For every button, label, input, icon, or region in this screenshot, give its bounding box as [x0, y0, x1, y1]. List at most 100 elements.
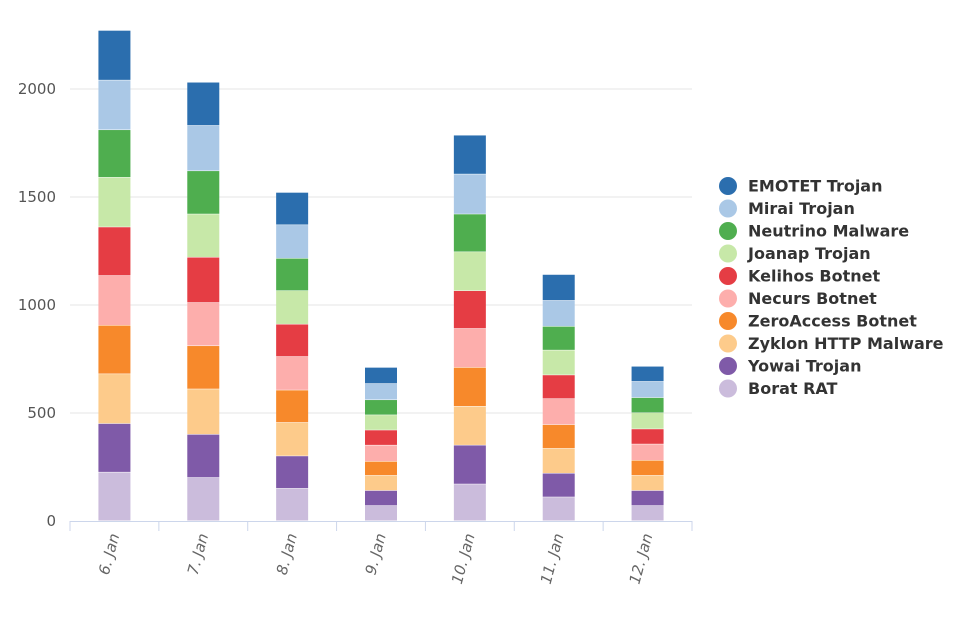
bar-segment[interactable] — [187, 434, 220, 478]
bar-segment[interactable] — [98, 30, 131, 80]
bar-segment[interactable] — [365, 400, 397, 415]
y-tick-label: 0 — [46, 512, 56, 530]
bar-segment[interactable] — [276, 258, 309, 291]
legend-marker — [719, 289, 737, 308]
bar-segment[interactable] — [187, 302, 220, 346]
legend-marker — [719, 222, 737, 240]
bar-segment[interactable] — [542, 326, 575, 350]
legend-item[interactable]: Neutrino Malware — [719, 222, 909, 241]
bar-segment[interactable] — [98, 325, 131, 374]
bar-segment[interactable] — [453, 252, 486, 291]
bar-segment[interactable] — [187, 389, 220, 435]
bar-segment[interactable] — [276, 192, 309, 225]
gridlines — [70, 88, 692, 414]
legend-item[interactable]: Joanap Trojan — [719, 244, 871, 263]
bar-segment[interactable] — [542, 300, 575, 327]
legend-item[interactable]: ZeroAccess Botnet — [719, 312, 917, 331]
bar-segment[interactable] — [98, 80, 131, 130]
bar-segment[interactable] — [365, 475, 397, 491]
bar-segment[interactable] — [365, 367, 397, 384]
bar-segment[interactable] — [365, 430, 397, 445]
legend-marker — [719, 177, 737, 195]
bar-segment[interactable] — [631, 429, 664, 444]
bar-segment[interactable] — [365, 490, 397, 506]
bar-segment[interactable] — [453, 406, 486, 445]
bar-segment[interactable] — [631, 444, 664, 461]
bar-segment[interactable] — [187, 346, 220, 389]
bar-segment[interactable] — [276, 422, 309, 456]
bar-segment[interactable] — [453, 174, 486, 214]
bar-segment[interactable] — [187, 82, 220, 126]
legend-item[interactable]: Necurs Botnet — [719, 289, 877, 308]
bar-segment[interactable] — [98, 374, 131, 424]
bar-segment[interactable] — [631, 413, 664, 429]
bar-segment[interactable] — [631, 505, 664, 521]
bar-segment[interactable] — [542, 473, 575, 497]
bar-segment[interactable] — [542, 398, 575, 425]
x-tick-label: 9. Jan — [362, 531, 390, 576]
bar-segment[interactable] — [631, 381, 664, 398]
y-tick-label: 1000 — [18, 296, 56, 314]
bar-segment[interactable] — [276, 488, 309, 521]
bar-segment[interactable] — [98, 227, 131, 276]
bar-segment[interactable] — [365, 383, 397, 400]
bar-segment[interactable] — [98, 423, 131, 472]
bar-segment[interactable] — [276, 456, 309, 489]
bar-segment[interactable] — [365, 445, 397, 462]
bar-segment[interactable] — [542, 350, 575, 375]
bar-segment[interactable] — [631, 490, 664, 506]
bar-segment[interactable] — [98, 275, 131, 326]
bar-segment[interactable] — [542, 448, 575, 473]
bar-segment[interactable] — [453, 328, 486, 368]
bar-segment[interactable] — [631, 397, 664, 413]
bar-segment[interactable] — [276, 390, 309, 423]
bar-segment[interactable] — [276, 225, 309, 259]
bar-segment[interactable] — [365, 415, 397, 430]
legend-marker — [719, 199, 737, 218]
legend-label: Necurs Botnet — [748, 289, 877, 308]
bar-segment[interactable] — [542, 274, 575, 301]
bar-segment[interactable] — [631, 475, 664, 491]
bar-segment[interactable] — [542, 375, 575, 399]
legend-marker — [719, 379, 737, 398]
bar-segment[interactable] — [631, 460, 664, 476]
legend-item[interactable]: Borat RAT — [719, 379, 838, 398]
bar-segment[interactable] — [631, 366, 664, 382]
bar-segment[interactable] — [453, 445, 486, 484]
bar-segment[interactable] — [98, 130, 131, 178]
bar-segment[interactable] — [187, 477, 220, 521]
legend-label: Zyklon HTTP Malware — [748, 334, 944, 353]
bar-segment[interactable] — [453, 484, 486, 521]
legend-item[interactable]: Mirai Trojan — [719, 199, 855, 218]
bar-segment[interactable] — [98, 472, 131, 521]
bar-segment[interactable] — [542, 424, 575, 449]
y-tick-label: 2000 — [18, 80, 56, 98]
bar-segment[interactable] — [98, 177, 131, 227]
x-tick-label: 11. Jan — [537, 531, 568, 586]
legend-item[interactable]: EMOTET Trojan — [719, 177, 883, 196]
bar-segment[interactable] — [453, 214, 486, 252]
bar-segment[interactable] — [365, 461, 397, 476]
bar-segment[interactable] — [187, 125, 220, 171]
legend-label: ZeroAccess Botnet — [748, 312, 917, 331]
bar-segment[interactable] — [187, 171, 220, 214]
x-tick-label: 8. Jan — [273, 531, 301, 576]
legend-item[interactable]: Zyklon HTTP Malware — [719, 334, 944, 353]
bar-segment[interactable] — [187, 214, 220, 257]
bar-segment[interactable] — [365, 505, 397, 521]
bar-segment[interactable] — [187, 257, 220, 303]
bar-segment[interactable] — [453, 290, 486, 329]
legend-marker — [719, 357, 737, 375]
bar-segment[interactable] — [542, 497, 575, 521]
bar-segment[interactable] — [276, 324, 309, 357]
legend-item[interactable]: Yowai Trojan — [719, 357, 861, 376]
bar-segment[interactable] — [276, 356, 309, 390]
legend-label: Mirai Trojan — [748, 199, 855, 218]
bar-segment[interactable] — [453, 367, 486, 407]
legend: EMOTET Trojan Mirai Trojan Neutrino Malwar… — [719, 177, 944, 398]
bar-segment[interactable] — [453, 135, 486, 174]
bar-segment[interactable] — [276, 290, 309, 324]
legend-item[interactable]: Kelihos Botnet — [719, 267, 880, 286]
